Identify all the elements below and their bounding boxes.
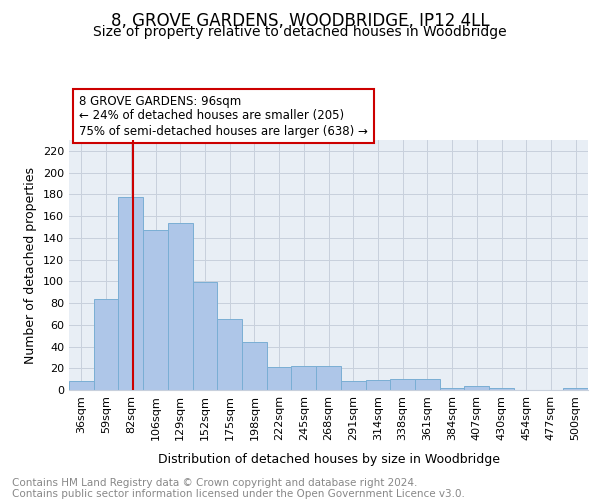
Bar xyxy=(464,386,489,390)
Bar xyxy=(143,230,168,390)
Bar xyxy=(217,320,242,390)
Bar xyxy=(390,379,415,390)
Text: Contains HM Land Registry data © Crown copyright and database right 2024.: Contains HM Land Registry data © Crown c… xyxy=(12,478,418,488)
Y-axis label: Number of detached properties: Number of detached properties xyxy=(25,166,37,364)
Bar xyxy=(440,388,464,390)
Bar xyxy=(415,379,440,390)
Text: 8, GROVE GARDENS, WOODBRIDGE, IP12 4LL: 8, GROVE GARDENS, WOODBRIDGE, IP12 4LL xyxy=(110,12,490,30)
Bar xyxy=(267,367,292,390)
Bar xyxy=(94,298,118,390)
Bar xyxy=(168,222,193,390)
Text: Distribution of detached houses by size in Woodbridge: Distribution of detached houses by size … xyxy=(158,452,500,466)
Bar xyxy=(242,342,267,390)
Bar xyxy=(341,382,365,390)
Text: Size of property relative to detached houses in Woodbridge: Size of property relative to detached ho… xyxy=(93,25,507,39)
Bar xyxy=(316,366,341,390)
Bar xyxy=(69,382,94,390)
Bar xyxy=(292,366,316,390)
Bar xyxy=(489,388,514,390)
Bar xyxy=(563,388,588,390)
Bar xyxy=(193,282,217,390)
Text: Contains public sector information licensed under the Open Government Licence v3: Contains public sector information licen… xyxy=(12,489,465,499)
Text: 8 GROVE GARDENS: 96sqm
← 24% of detached houses are smaller (205)
75% of semi-de: 8 GROVE GARDENS: 96sqm ← 24% of detached… xyxy=(79,94,368,138)
Bar xyxy=(365,380,390,390)
Bar xyxy=(118,196,143,390)
